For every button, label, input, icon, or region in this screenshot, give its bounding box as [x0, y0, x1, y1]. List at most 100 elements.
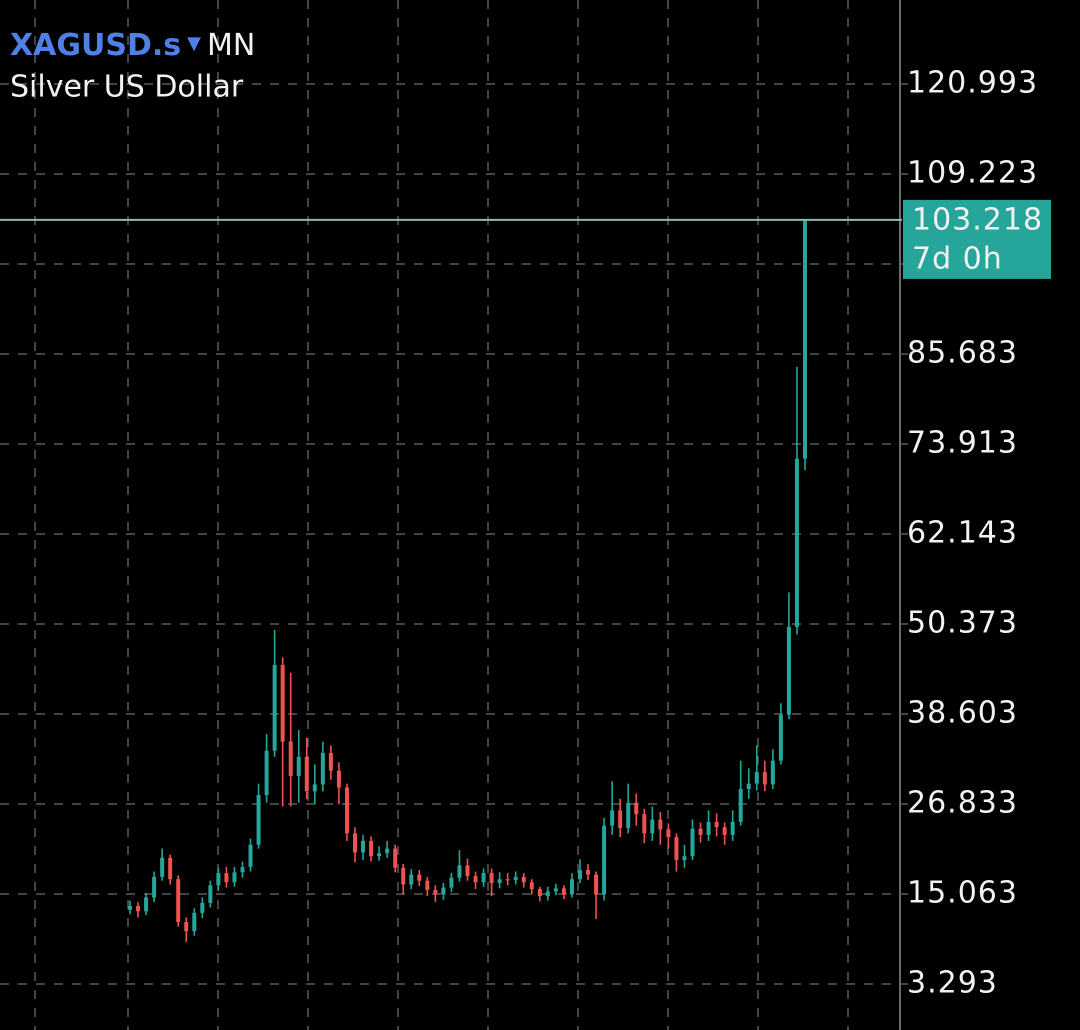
candle-body — [778, 714, 783, 761]
candle-body — [353, 833, 357, 853]
candle-body — [594, 874, 599, 895]
candle-body — [344, 787, 349, 834]
overlay: 103.218 7d 0h — [0, 199, 1051, 279]
candle-body — [465, 865, 470, 877]
candle-body — [369, 840, 374, 857]
candle-body — [529, 882, 534, 890]
candle-body — [216, 873, 221, 886]
candle-body — [409, 874, 414, 885]
candle-body — [666, 829, 671, 838]
candle-body — [545, 891, 550, 897]
candle-body — [136, 905, 141, 912]
y-tick-label: 120.993 — [907, 65, 1038, 100]
dropdown-arrow[interactable]: ▼ — [187, 33, 201, 54]
candle-body — [754, 772, 759, 784]
candle-body — [690, 828, 695, 857]
candle-body — [602, 825, 607, 895]
candle-body — [505, 879, 510, 881]
candle-body — [336, 770, 341, 788]
candle-body — [328, 753, 333, 771]
candle-body — [425, 880, 430, 890]
candle-body — [794, 458, 799, 627]
candle-body — [361, 840, 366, 853]
candle-body — [714, 821, 719, 828]
candle-body — [730, 821, 735, 835]
candle-body — [184, 922, 189, 932]
candle-body — [738, 788, 743, 822]
candle-body — [240, 866, 245, 873]
candle-body — [642, 814, 647, 834]
candle-body — [457, 865, 462, 878]
candle-body — [578, 870, 582, 880]
candle-body — [441, 887, 446, 895]
candle-body — [746, 783, 751, 789]
last-price-label: 103.218 — [912, 202, 1043, 237]
candle-body — [553, 888, 558, 892]
candle-body — [377, 853, 382, 857]
candles — [128, 219, 807, 942]
candle-body — [634, 802, 639, 815]
chart-subtitle: Silver US Dollar — [10, 70, 244, 105]
candle-body — [304, 756, 309, 792]
candle-body — [224, 873, 229, 883]
countdown-label: 7d 0h — [912, 241, 1003, 276]
candle-body — [569, 879, 574, 895]
candle-body — [144, 897, 149, 912]
candle-body — [248, 844, 253, 867]
candle-body — [762, 772, 767, 785]
candle-body — [513, 876, 518, 880]
candle-body — [618, 810, 623, 828]
candle-body — [280, 665, 285, 742]
candle-body — [152, 876, 157, 898]
candle-body — [433, 889, 438, 895]
y-tick-label: 109.223 — [907, 155, 1038, 190]
candle-body — [658, 819, 663, 830]
candle-body — [610, 810, 615, 826]
candle-body — [481, 873, 486, 883]
candle-body — [803, 219, 807, 459]
candle-body — [626, 802, 631, 828]
candle-body — [272, 665, 277, 751]
candle-body — [770, 760, 775, 785]
candle-body — [698, 828, 703, 835]
timeframe: MN — [207, 28, 255, 63]
candle-body — [473, 876, 478, 883]
candle-body — [312, 784, 317, 792]
candle-body — [682, 856, 687, 861]
candle-body — [385, 848, 390, 854]
candle-body — [296, 756, 301, 776]
y-tick-label: 15.063 — [907, 875, 1018, 910]
candle-body — [168, 857, 173, 880]
candle-body — [264, 750, 269, 796]
candle-body — [674, 837, 679, 861]
candle-body — [256, 795, 261, 845]
y-tick-label: 3.293 — [907, 965, 998, 1000]
candle-body — [521, 876, 526, 883]
y-tick-label: 50.373 — [907, 605, 1018, 640]
candle-body — [192, 912, 197, 932]
candle-body — [288, 741, 293, 776]
candle-body — [561, 888, 566, 895]
candle-body — [208, 885, 213, 903]
candle-body — [128, 905, 132, 910]
y-tick-label: 73.913 — [907, 425, 1018, 460]
symbol: XAGUSD.s — [10, 28, 181, 63]
y-tick-label: 62.143 — [907, 515, 1018, 550]
candle-body — [200, 902, 205, 913]
candle-body — [722, 827, 727, 835]
candle-body — [417, 874, 422, 881]
candle-body — [401, 867, 406, 885]
candle-body — [393, 848, 398, 868]
candle-body — [176, 879, 181, 923]
symbol-header: XAGUSD.s ▼ MN — [10, 28, 255, 63]
candle-body — [650, 819, 655, 834]
last-price-box — [903, 199, 1051, 279]
y-tick-label: 26.833 — [907, 785, 1018, 820]
y-tick-label: 85.683 — [907, 335, 1018, 370]
candle-body — [160, 857, 165, 877]
candle-body — [489, 873, 494, 884]
candle-body — [449, 877, 454, 888]
candle-body — [232, 872, 237, 883]
candle-body — [320, 753, 325, 785]
